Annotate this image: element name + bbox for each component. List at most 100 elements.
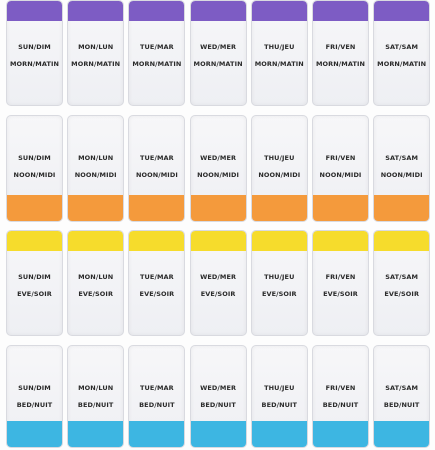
compartment: MON/LUN EVE/SOIR (67, 230, 125, 336)
lid-tab (313, 1, 368, 21)
lid-tab (251, 1, 307, 21)
time-label: EVE/SOIR (384, 290, 420, 298)
day-label: TUE/MAR (140, 273, 174, 281)
lid-tab (68, 421, 124, 447)
lid-tab (7, 421, 62, 447)
time-label: MORN/MATIN (254, 60, 304, 68)
time-label: NOON/MIDI (319, 171, 362, 179)
lid-tab (374, 421, 430, 447)
compartment: SUN/DIM EVE/SOIR (6, 230, 63, 336)
compartment: WED/MER BED/NUIT (189, 345, 247, 448)
lid-tab (129, 195, 185, 221)
compartment: TUE/MAR EVE/SOIR (128, 230, 186, 336)
day-label: THU/JEU (264, 154, 295, 162)
time-label: BED/NUIT (139, 401, 175, 409)
day-label: SAT/SAM (385, 384, 419, 392)
time-label: EVE/SOIR (200, 290, 236, 298)
lid-tab (68, 1, 124, 21)
lid-tab (313, 195, 368, 221)
lid-tab (68, 195, 124, 221)
lid-tab (7, 195, 62, 221)
lid-tab (190, 1, 246, 21)
compartment: WED/MER EVE/SOIR (189, 230, 247, 336)
day-label: SUN/DIM (18, 43, 51, 51)
compartment: SAT/SAM BED/NUIT (373, 345, 431, 448)
lid-tab (129, 231, 185, 251)
compartment: THU/JEU BED/NUIT (250, 345, 308, 448)
time-label: BED/NUIT (77, 401, 114, 409)
time-label: EVE/SOIR (78, 290, 114, 298)
time-label: MORN/MATIN (377, 60, 427, 68)
time-label: EVE/SOIR (261, 290, 297, 298)
time-label: MORN/MATIN (193, 60, 243, 68)
lid-tab (129, 421, 185, 447)
time-label: EVE/SOIR (139, 290, 175, 298)
day-label: FRI/VEN (325, 273, 356, 281)
compartment: MON/LUN NOON/MIDI (67, 115, 125, 222)
time-label: BED/NUIT (16, 401, 53, 409)
compartment: SUN/DIM BED/NUIT (6, 345, 63, 448)
compartment: TUE/MAR NOON/MIDI (128, 115, 186, 222)
compartment: FRI/VEN BED/NUIT (312, 345, 369, 448)
day-label: TUE/MAR (140, 43, 174, 51)
compartment: SAT/SAM MORN/MATIN (373, 0, 431, 106)
time-label: NOON/MIDI (197, 171, 240, 179)
lid-tab (374, 231, 430, 251)
lid-tab (374, 1, 430, 21)
day-label: WED/MER (200, 273, 237, 281)
day-label: THU/JEU (264, 43, 295, 51)
time-label: MORN/MATIN (9, 60, 60, 68)
compartment: SUN/DIM NOON/MIDI (6, 115, 63, 222)
lid-tab (374, 195, 430, 221)
day-label: MON/LUN (78, 273, 114, 281)
time-label: NOON/MIDI (258, 171, 301, 179)
compartment: THU/JEU MORN/MATIN (250, 0, 308, 106)
lid-tab (190, 195, 246, 221)
compartment: FRI/VEN EVE/SOIR (312, 230, 369, 336)
compartment: MON/LUN MORN/MATIN (67, 0, 125, 106)
time-label: BED/NUIT (261, 401, 298, 409)
time-label: EVE/SOIR (17, 290, 52, 298)
time-label: NOON/MIDI (74, 171, 117, 179)
time-label: MORN/MATIN (132, 60, 182, 68)
lid-tab (7, 231, 62, 251)
day-label: THU/JEU (264, 273, 295, 281)
compartment: TUE/MAR MORN/MATIN (128, 0, 186, 106)
compartment: SUN/DIM MORN/MATIN (6, 0, 63, 106)
lid-tab (251, 421, 307, 447)
day-label: WED/MER (200, 384, 237, 392)
day-label: MON/LUN (78, 43, 114, 51)
compartment: WED/MER NOON/MIDI (189, 115, 247, 222)
day-label: THU/JEU (264, 384, 295, 392)
day-label: MON/LUN (78, 154, 114, 162)
compartment: SAT/SAM NOON/MIDI (373, 115, 431, 222)
time-label: MORN/MATIN (71, 60, 121, 68)
compartment: THU/JEU NOON/MIDI (250, 115, 308, 222)
lid-tab (190, 421, 246, 447)
time-label: MORN/MATIN (315, 60, 366, 68)
day-label: SUN/DIM (18, 384, 51, 392)
compartment: TUE/MAR BED/NUIT (128, 345, 186, 448)
lid-tab (251, 231, 307, 251)
day-label: SAT/SAM (385, 43, 419, 51)
day-label: SAT/SAM (385, 154, 419, 162)
lid-tab (7, 1, 62, 21)
day-label: SUN/DIM (18, 154, 51, 162)
compartment: FRI/VEN MORN/MATIN (312, 0, 369, 106)
time-label: BED/NUIT (200, 401, 236, 409)
day-label: WED/MER (200, 43, 237, 51)
compartment: MON/LUN BED/NUIT (67, 345, 125, 448)
day-label: TUE/MAR (140, 154, 174, 162)
lid-tab (313, 421, 368, 447)
lid-tab (68, 231, 124, 251)
lid-tab (190, 231, 246, 251)
time-label: BED/NUIT (383, 401, 420, 409)
day-label: SUN/DIM (18, 273, 51, 281)
lid-tab (313, 231, 368, 251)
compartment: WED/MER MORN/MATIN (189, 0, 247, 106)
day-label: WED/MER (200, 154, 237, 162)
day-label: FRI/VEN (325, 154, 356, 162)
day-label: TUE/MAR (140, 384, 174, 392)
lid-tab (251, 195, 307, 221)
